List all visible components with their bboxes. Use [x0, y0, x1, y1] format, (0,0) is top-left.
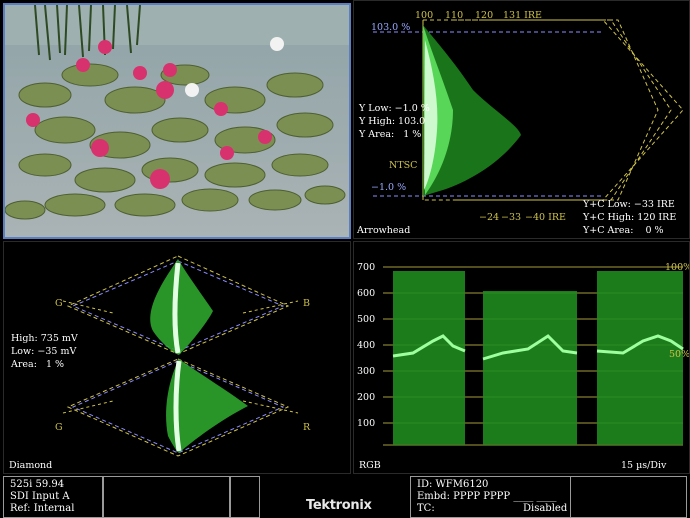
diamond-low: Low: −35 mV — [11, 346, 77, 357]
y-area: Y Area: 1 % — [359, 129, 422, 140]
yc-high: Y+C High: 120 IRE — [583, 212, 677, 223]
arrowhead-graticule — [373, 19, 684, 201]
diamond-pane[interactable]: G B G R High: 735 mV Low: −35 mV Area: 1… — [3, 241, 351, 474]
arrowhead-label: Arrowhead — [357, 225, 411, 236]
diamond-trace — [150, 259, 248, 453]
water-lily-picture — [5, 5, 349, 237]
pct-top: 103.0 % — [371, 22, 411, 33]
rgb-parade-graticule — [383, 266, 684, 446]
tick-700: 700 — [357, 262, 376, 273]
tick-300: 300 — [357, 366, 376, 377]
diamond-r-bottom: R — [303, 422, 311, 433]
y-high: Y High: 103.0 — [359, 116, 426, 127]
ref-label: Ref: Internal — [10, 503, 75, 514]
arrowhead-trace — [423, 25, 521, 196]
tektronix-logo: Tektronix — [306, 498, 372, 513]
tick-600: 600 — [357, 288, 376, 299]
instrument-id: ID: WFM6120 — [417, 479, 489, 490]
diamond-graticule — [62, 255, 299, 457]
embedded-audio: Embd: PPPP PPPP ____ ____ — [417, 491, 557, 502]
diamond-g-bottom: G — [55, 422, 63, 433]
pct-100-label: 100% — [665, 262, 690, 273]
tick-100: 100 — [357, 418, 376, 429]
rgb-parade-pane[interactable]: 700 600 500 400 300 200 100 100% 50% RGB… — [353, 241, 690, 474]
ire-top-110: 110 — [445, 10, 464, 21]
input-label: SDI Input A — [10, 491, 70, 502]
pct-bottom: −1.0 % — [371, 182, 407, 193]
rgb-label: RGB — [359, 460, 381, 471]
diamond-label: Diamond — [9, 460, 53, 471]
tick-200: 200 — [357, 392, 376, 403]
yc-area: Y+C Area: 0 % — [583, 225, 664, 236]
yc-low: Y+C Low: −33 IRE — [583, 199, 675, 210]
rgb-traces — [392, 271, 684, 445]
ire-bottom-24: −24 — [479, 212, 500, 223]
ire-top-131: 131 IRE — [503, 10, 542, 21]
status-cell-blank-2 — [230, 476, 260, 518]
diamond-area: Area: 1 % — [11, 359, 65, 370]
tick-400: 400 — [357, 340, 376, 351]
status-cell-blank-3 — [570, 476, 687, 518]
diamond-b-top: B — [303, 298, 310, 309]
ire-bottom-33: −33 — [501, 212, 522, 223]
status-cell-input: 525i 59.94 SDI Input A Ref: Internal — [3, 476, 103, 518]
tc-value: Disabled — [523, 503, 568, 514]
arrowhead-pane[interactable]: 100 110 120 131 IRE 103.0 % Y Low: −1.0 … — [353, 0, 690, 239]
status-cell-id: ID: WFM6120 Embd: PPPP PPPP ____ ____ TC… — [410, 476, 570, 518]
ire-bottom-40: −40 IRE — [525, 212, 566, 223]
tick-500: 500 — [357, 314, 376, 325]
diamond-g-top: G — [55, 298, 63, 309]
status-cell-blank-1 — [103, 476, 230, 518]
picture-pane[interactable] — [3, 3, 351, 239]
status-bar: 525i 59.94 SDI Input A Ref: Internal ID:… — [0, 476, 690, 518]
ire-top-120: 120 — [475, 10, 494, 21]
tc-label: TC: — [417, 503, 435, 514]
video-format: 525i 59.94 — [10, 479, 65, 490]
timebase-label: 15 µs/Div — [621, 460, 667, 471]
pct-50-label: 50% — [669, 349, 690, 360]
diamond-high: High: 735 mV — [11, 333, 78, 344]
y-low: Y Low: −1.0 % — [359, 103, 430, 114]
ire-top-100: 100 — [415, 10, 434, 21]
ntsc-label: NTSC — [389, 160, 418, 171]
